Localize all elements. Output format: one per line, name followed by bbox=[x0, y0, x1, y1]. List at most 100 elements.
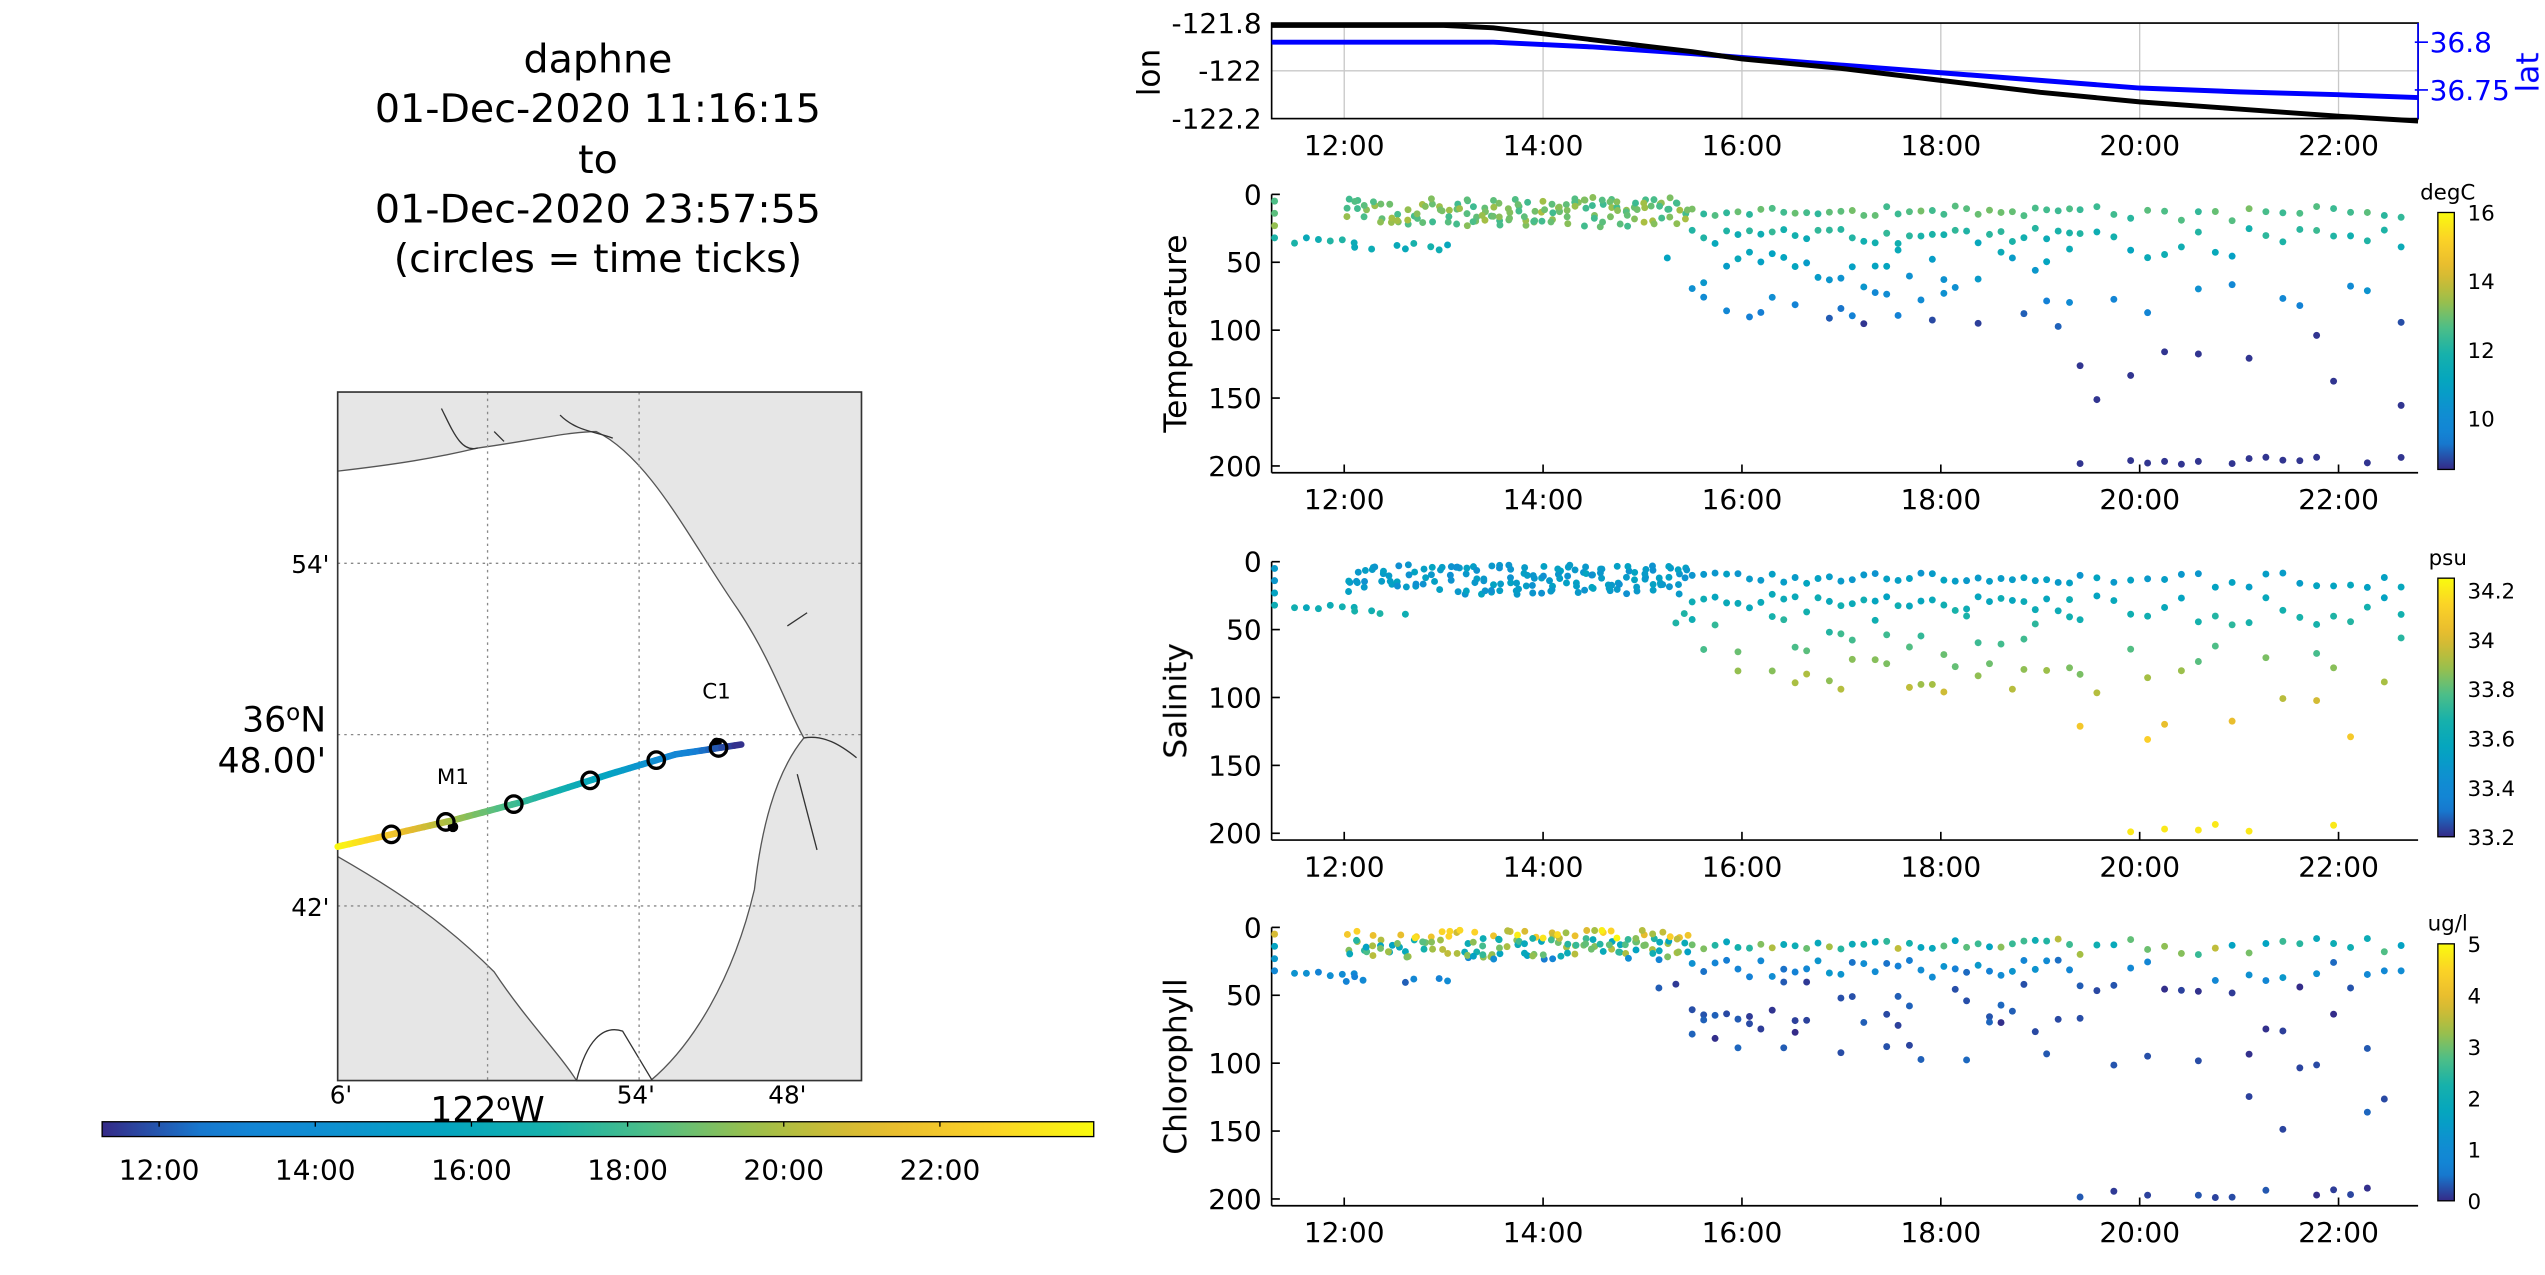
salG-point bbox=[2031, 577, 2039, 585]
chlG-point bbox=[2296, 983, 2304, 991]
tempG-point bbox=[1997, 209, 2005, 216]
salG-point bbox=[1905, 575, 1913, 582]
salG-point bbox=[1791, 574, 1799, 581]
chlG-point bbox=[1974, 940, 1982, 948]
salG-point bbox=[1974, 593, 1982, 601]
chlG-x-tick-label: 18:00 bbox=[1900, 1216, 1981, 1249]
salG-colorbar-tick-label: 33.6 bbox=[2468, 727, 2516, 752]
tempG-point bbox=[1326, 237, 1334, 245]
chlG-point bbox=[2279, 1125, 2287, 1133]
salG-point bbox=[1905, 643, 1913, 651]
salG-point bbox=[1605, 584, 1613, 592]
tempG-point bbox=[1640, 199, 1648, 207]
salG-point bbox=[1571, 566, 1579, 574]
chlG-point bbox=[2262, 1186, 2270, 1194]
tempG-colorbar bbox=[2437, 211, 2455, 471]
tempG-y-tick-label: 0 bbox=[1244, 178, 1262, 211]
salG-point bbox=[1734, 570, 1742, 578]
tempG-point bbox=[2228, 252, 2236, 260]
tempG-point bbox=[2054, 323, 2062, 330]
tempG-point bbox=[1343, 204, 1351, 212]
salG-point bbox=[1860, 596, 1868, 604]
chlG-point bbox=[1803, 965, 1811, 973]
salG-point bbox=[1825, 573, 1833, 581]
tempG-point bbox=[2245, 455, 2253, 463]
chlG-point bbox=[1490, 955, 1498, 963]
salG-point bbox=[1447, 576, 1455, 584]
map-water-bay bbox=[337, 430, 805, 1082]
salG-point bbox=[1746, 575, 1753, 583]
salG-point bbox=[1271, 564, 1279, 572]
chlG-point bbox=[2279, 974, 2287, 982]
tempG-point bbox=[2397, 401, 2405, 409]
salG-point bbox=[1345, 588, 1353, 595]
salG-point bbox=[1894, 602, 1902, 610]
tempG-point bbox=[1478, 211, 1486, 219]
tempG-point bbox=[2397, 213, 2405, 221]
tempG-point bbox=[2228, 460, 2236, 467]
chlG-point bbox=[2127, 936, 2135, 944]
salG-point bbox=[1871, 656, 1879, 664]
tempG-point bbox=[1453, 220, 1461, 228]
salG-point bbox=[1791, 643, 1799, 651]
chlG-point bbox=[2347, 1191, 2355, 1199]
chlG-point bbox=[1338, 970, 1346, 978]
chlG-point bbox=[1986, 943, 1993, 951]
salG-point bbox=[1688, 571, 1696, 579]
salG-point bbox=[2144, 735, 2152, 743]
chlG-point bbox=[1757, 1025, 1765, 1033]
salG-point bbox=[1633, 583, 1641, 591]
chlG-point bbox=[2008, 967, 2016, 975]
lonlat-series-lon-line bbox=[1271, 22, 2419, 124]
salG-point bbox=[1345, 577, 1353, 585]
time-colorbar-tick-label: 22:00 bbox=[900, 1153, 981, 1186]
tempG-point bbox=[1871, 211, 1879, 219]
tempG-point bbox=[2279, 295, 2287, 302]
chlG-point bbox=[1353, 936, 1360, 944]
chlG-point bbox=[2397, 967, 2405, 975]
tempG-point bbox=[1353, 205, 1361, 212]
salG-point bbox=[2066, 613, 2074, 621]
chlG-point bbox=[1711, 941, 1719, 949]
tempG-point bbox=[2363, 459, 2371, 467]
tempG-point bbox=[1757, 230, 1765, 238]
salG-point bbox=[1928, 570, 1936, 578]
chlG-x-tick-label: 20:00 bbox=[2099, 1216, 2180, 1249]
chlG-point bbox=[1435, 975, 1443, 983]
chlG-y-tick-label: 150 bbox=[1208, 1115, 1261, 1148]
tempG-point bbox=[2296, 225, 2304, 233]
chlG-point bbox=[1746, 1020, 1753, 1028]
tempG-point bbox=[1469, 203, 1477, 211]
chlG-point bbox=[2330, 940, 2338, 947]
time-colorbar-tick-label: 12:00 bbox=[119, 1153, 200, 1186]
chlG-y-tick-label: 200 bbox=[1208, 1183, 1261, 1216]
salG-point bbox=[2279, 695, 2287, 703]
tempG-point bbox=[2076, 460, 2084, 467]
salG-point bbox=[1711, 593, 1719, 601]
chlG-point bbox=[1557, 952, 1565, 960]
chlG-point bbox=[2279, 937, 2287, 945]
chlG-point bbox=[1621, 941, 1629, 949]
chlG-point bbox=[1384, 948, 1392, 956]
salG-point bbox=[1871, 616, 1879, 624]
salG-point bbox=[1546, 577, 1553, 585]
chlG-point bbox=[1554, 931, 1562, 939]
tempG-x-tick-label: 22:00 bbox=[2298, 483, 2379, 516]
tempG-point bbox=[1883, 290, 1891, 298]
chlG-point bbox=[1353, 927, 1361, 935]
tempG-point bbox=[1291, 239, 1298, 247]
tempG-point bbox=[2110, 211, 2118, 218]
salG-point bbox=[1803, 608, 1811, 616]
chlG-point bbox=[2194, 1191, 2202, 1199]
map-annotation-c1: C1 bbox=[702, 679, 731, 704]
tempG-point bbox=[1338, 236, 1346, 244]
chlG-point bbox=[1684, 931, 1692, 939]
salG-y-axis-label: Salinity bbox=[1158, 643, 1194, 759]
tempG-x-tick-label: 20:00 bbox=[2099, 483, 2180, 516]
salG-point bbox=[2194, 618, 2202, 626]
tempG-point bbox=[1360, 213, 1368, 221]
tempG-point bbox=[2330, 205, 2338, 212]
chlG-point bbox=[1734, 944, 1742, 951]
salG-point bbox=[2296, 613, 2304, 621]
salG-point bbox=[1401, 610, 1409, 618]
